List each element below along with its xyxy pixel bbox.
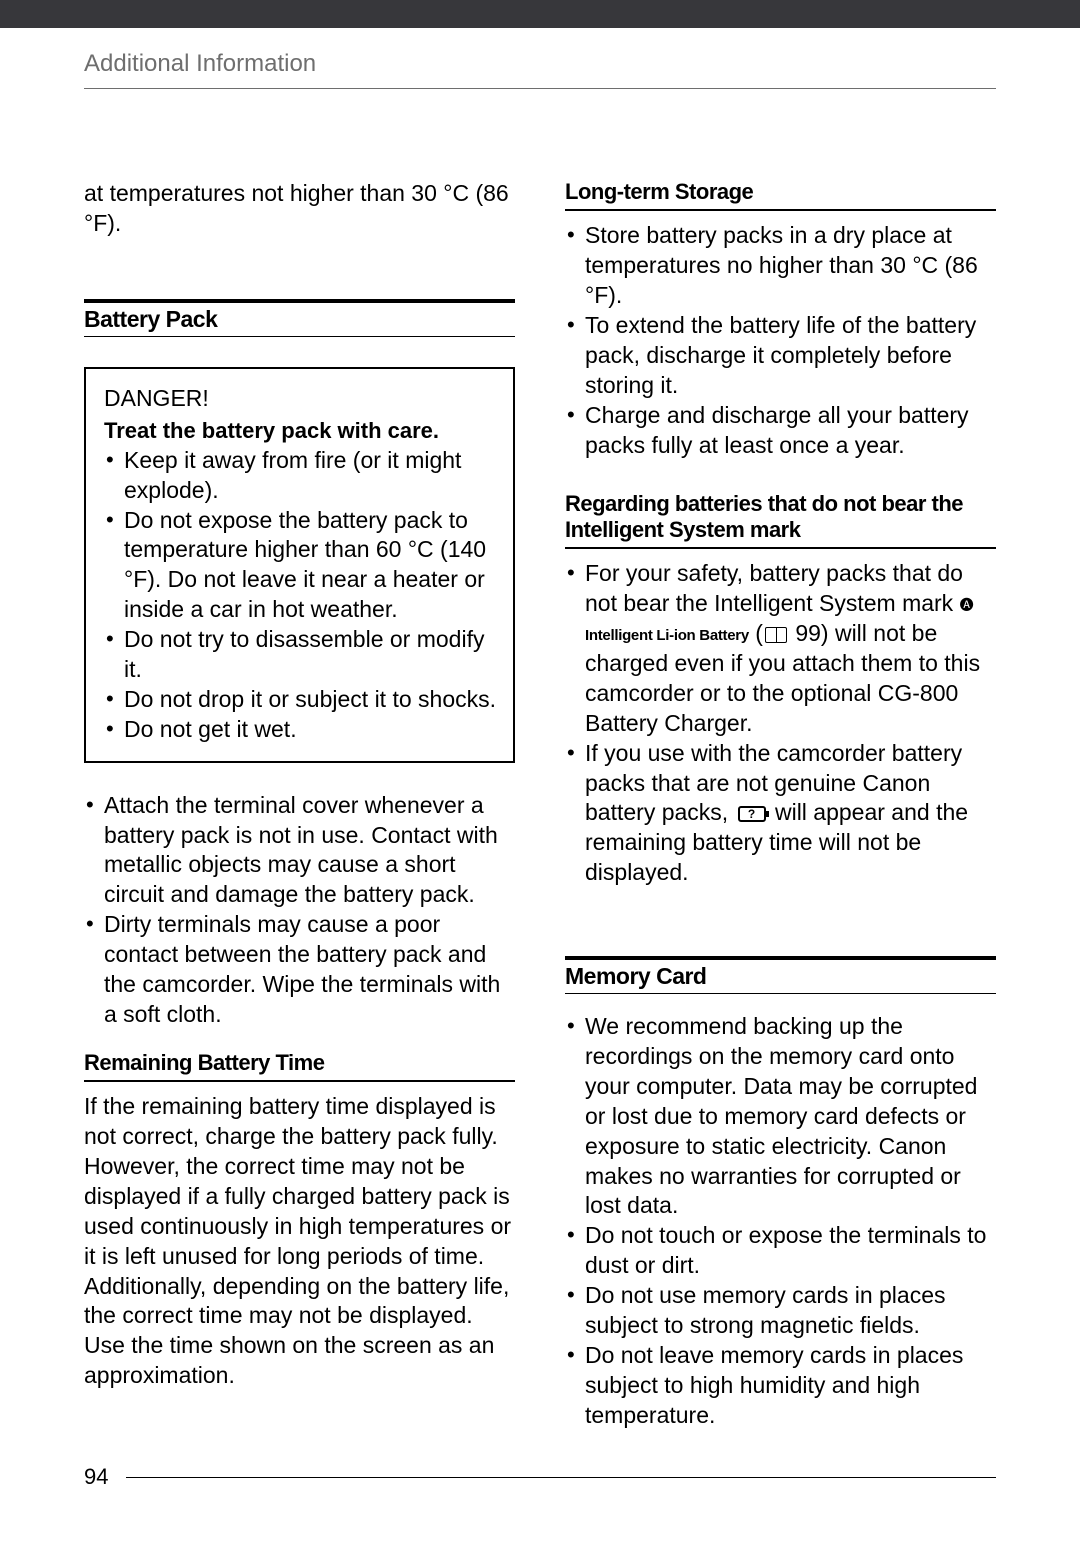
remaining-battery-heading: Remaining Battery Time bbox=[84, 1050, 515, 1082]
list-item: Keep it away from fire (or it might expl… bbox=[104, 446, 497, 506]
manual-ref-icon bbox=[765, 627, 787, 643]
list-item: Do not use memory cards in places subjec… bbox=[565, 1281, 996, 1341]
battery-unknown-icon bbox=[738, 806, 766, 822]
list-item: Attach the terminal cover whenever a bat… bbox=[84, 791, 515, 911]
page-number: 94 bbox=[84, 1464, 126, 1490]
list-item: Do not expose the battery pack to temper… bbox=[104, 506, 497, 626]
list-item: Do not try to disassemble or modify it. bbox=[104, 625, 497, 685]
left-column: at temperatures not higher than 30 °C (8… bbox=[84, 179, 515, 1431]
two-column-layout: at temperatures not higher than 30 °C (8… bbox=[84, 179, 996, 1431]
danger-list: Keep it away from fire (or it might expl… bbox=[104, 446, 497, 745]
list-item: Dirty terminals may cause a poor contact… bbox=[84, 910, 515, 1030]
danger-subtitle: Treat the battery pack with care. bbox=[104, 418, 497, 444]
page-header: Additional Information bbox=[84, 50, 996, 89]
text-span: ( bbox=[755, 620, 763, 646]
list-item: Do not touch or expose the terminals to … bbox=[565, 1221, 996, 1281]
list-item: Charge and discharge all your battery pa… bbox=[565, 401, 996, 461]
memory-card-heading: Memory Card bbox=[565, 956, 996, 994]
regarding-list: For your safety, battery packs that do n… bbox=[565, 559, 996, 888]
long-term-heading: Long-term Storage bbox=[565, 179, 996, 211]
list-item: If you use with the camcorder battery pa… bbox=[565, 739, 996, 888]
danger-title: DANGER! bbox=[104, 385, 497, 412]
footer-line bbox=[126, 1477, 996, 1478]
top-bar bbox=[0, 0, 1080, 28]
battery-pack-heading: Battery Pack bbox=[84, 299, 515, 337]
right-column: Long-term Storage Store battery packs in… bbox=[565, 179, 996, 1431]
long-term-list: Store battery packs in a dry place at te… bbox=[565, 221, 996, 460]
intro-text: at temperatures not higher than 30 °C (8… bbox=[84, 179, 515, 239]
page-content: Additional Information at temperatures n… bbox=[0, 28, 1080, 1471]
list-item: For your safety, battery packs that do n… bbox=[565, 559, 996, 738]
list-item: We recommend backing up the recordings o… bbox=[565, 1012, 996, 1221]
list-item: Do not leave memory cards in places subj… bbox=[565, 1341, 996, 1431]
list-item: To extend the battery life of the batter… bbox=[565, 311, 996, 401]
list-item: Do not get it wet. bbox=[104, 715, 497, 745]
list-item: Do not drop it or subject it to shocks. bbox=[104, 685, 497, 715]
list-item: Store battery packs in a dry place at te… bbox=[565, 221, 996, 311]
danger-box: DANGER! Treat the battery pack with care… bbox=[84, 367, 515, 763]
text-span: For your safety, battery packs that do n… bbox=[585, 560, 963, 616]
battery-after-list: Attach the terminal cover whenever a bat… bbox=[84, 791, 515, 1030]
regarding-heading: Regarding batteries that do not bear the… bbox=[565, 491, 996, 550]
page-footer: 94 bbox=[84, 1464, 996, 1490]
memory-card-list: We recommend backing up the recordings o… bbox=[565, 1012, 996, 1430]
remaining-battery-text: If the remaining battery time displayed … bbox=[84, 1092, 515, 1391]
